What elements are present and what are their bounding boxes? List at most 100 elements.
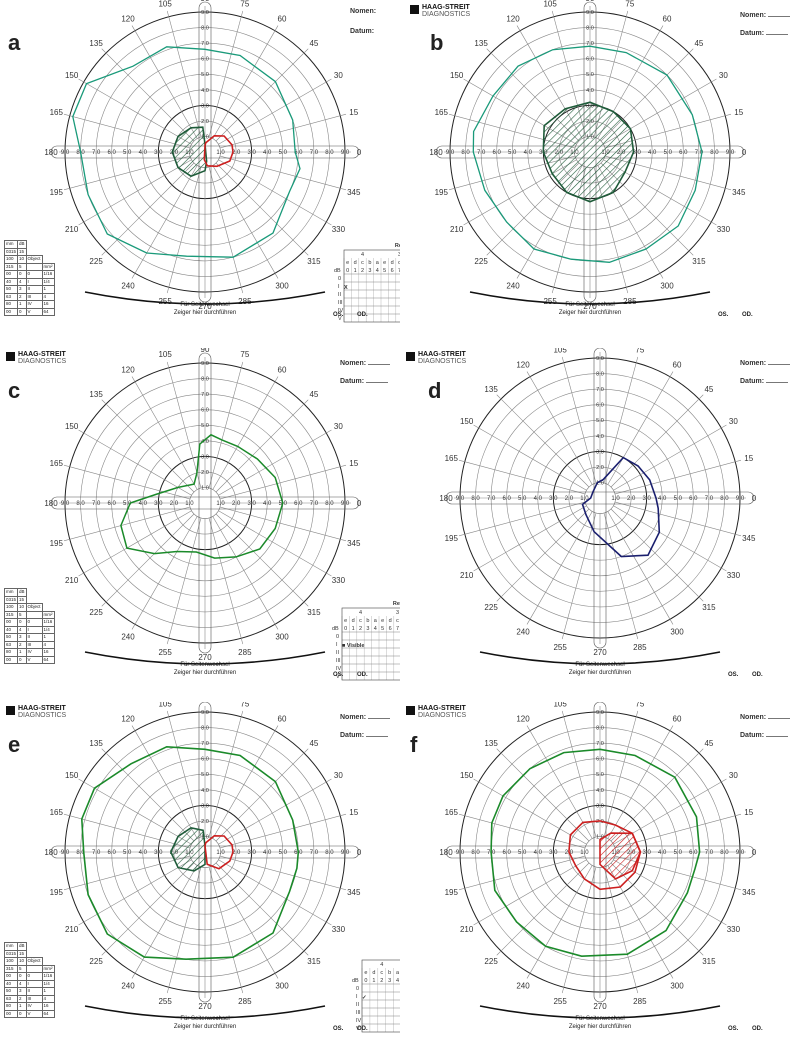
degree-label: 270: [198, 302, 212, 311]
radial-label: 8.0: [201, 377, 209, 383]
grid-meridian: [526, 865, 593, 979]
grid-meridian: [219, 155, 347, 191]
rel-number: 0: [346, 268, 349, 274]
grid-meridian: [473, 424, 587, 491]
radial-label: 4.0: [201, 439, 209, 445]
relative-intensity-grid: Relat. Intens.4321e0d1c2b3a4e5d6c7b8a9e1…: [352, 959, 400, 1033]
degree-label: 315: [692, 257, 706, 266]
side-change-label: Zeiger hier durchführen: [559, 310, 621, 316]
rel-number: 4: [396, 978, 399, 984]
grid-meridian: [613, 424, 727, 491]
brand-logo: [406, 706, 415, 715]
grid-meridian: [607, 511, 674, 625]
rel-title: Relat. Intens.: [395, 243, 400, 249]
rel-mark: ✓: [362, 995, 367, 1001]
grid-meridian: [166, 10, 202, 138]
degree-label: 255: [158, 997, 172, 1006]
isopter-teal: [72, 46, 301, 258]
radial-label: 4.0: [648, 150, 657, 156]
degree-label: 165: [50, 459, 64, 468]
degree-label: 270: [593, 648, 607, 657]
radial-label: 8.0: [76, 850, 85, 856]
degree-label: 225: [484, 603, 498, 612]
radial-label: 2.0: [596, 819, 604, 825]
degree-label: 135: [89, 739, 103, 748]
degree-label: 30: [334, 771, 343, 780]
radial-label: 4.0: [534, 496, 543, 502]
degree-label: 210: [460, 571, 474, 580]
radial-label: 7.0: [201, 41, 209, 47]
grid-meridian: [63, 113, 191, 149]
radial-label: 2.0: [232, 501, 241, 507]
rel-group: 4: [380, 962, 383, 968]
datum-field: Datum:: [740, 30, 789, 37]
grid-meridian: [607, 725, 674, 839]
grid-meridian: [561, 710, 597, 838]
rel-row-label: 0: [338, 276, 341, 282]
grid-meridian: [496, 862, 590, 956]
scotoma-green: [171, 126, 208, 178]
nomen-field: Nomen:: [740, 360, 791, 367]
degree-label: 330: [727, 925, 741, 934]
radial-label: 8.0: [471, 850, 480, 856]
degree-label: 150: [460, 417, 474, 426]
radial-label: 3.0: [549, 496, 558, 502]
degree-label: 75: [240, 702, 249, 708]
degree-label: 345: [347, 539, 361, 548]
rel-row-label: V: [336, 674, 340, 680]
radial-label: 5.0: [508, 150, 517, 156]
isopter-green: [80, 745, 300, 961]
rel-number: 5: [381, 626, 384, 632]
rel-letter: b: [368, 260, 371, 266]
side-change-arrow: [469, 291, 711, 305]
datum-field: Datum:: [740, 378, 789, 385]
radial-label: 7.0: [705, 850, 714, 856]
degree-label: 330: [332, 225, 346, 234]
rel-letter: a: [396, 970, 400, 976]
radial-label: 1.0: [580, 496, 589, 502]
radial-label: 8.0: [325, 850, 334, 856]
degree-label: 270: [593, 1002, 607, 1011]
radial-label: 7.0: [596, 387, 604, 393]
grid-meridian: [458, 813, 586, 849]
panel-letter: b: [430, 30, 444, 55]
radial-label: 8.0: [596, 372, 604, 378]
perimetry-chart-b: 90 75 60 45 30 150 345 330 315 300 285 270 255 240 225…: [429, 0, 753, 318]
degree-label: 195: [50, 188, 64, 197]
grid-meridian: [131, 516, 198, 630]
radial-label: 3.0: [596, 449, 604, 455]
degree-label: 300: [275, 281, 289, 290]
degree-label: 120: [121, 15, 135, 24]
grid-meridian: [496, 748, 590, 842]
radial-label: 7.0: [695, 150, 704, 156]
brand-name: HAAG-STREIT DIAGNOSTICS: [418, 351, 467, 365]
mm-row: 00 0 0 1/16: [3, 972, 55, 981]
degree-label: 255: [158, 648, 172, 657]
isopter-red: [203, 134, 234, 168]
rel-group: 4: [361, 252, 364, 258]
degree-label: 30: [719, 71, 728, 80]
side-change-label: Für Seitenwechsel: [565, 302, 614, 308]
degree-label: 285: [238, 648, 252, 657]
radial-label: 3.0: [247, 850, 256, 856]
mm-row: 100 10 Object: [3, 255, 43, 264]
rel-number: 7: [396, 626, 399, 632]
panel-letter: d: [428, 378, 442, 403]
rel-letter: c: [359, 618, 362, 624]
radial-label: 7.0: [201, 741, 209, 747]
grid-meridian: [212, 376, 279, 490]
radial-label: 2.0: [201, 470, 209, 476]
side-change-label: Zeiger hier durchführen: [569, 1024, 631, 1030]
radial-label: 8.0: [325, 150, 334, 156]
grid-meridian: [131, 865, 198, 979]
degree-label: 90: [201, 348, 210, 354]
radial-label: 9.0: [726, 150, 735, 156]
radial-label: 5.0: [596, 772, 604, 778]
radial-label: 2.0: [565, 496, 574, 502]
radial-label: 6.0: [586, 57, 594, 63]
mm-row: 50 3 II 1: [3, 633, 55, 642]
grid-meridian: [166, 361, 202, 489]
radial-label: 2.0: [232, 150, 241, 156]
grid-meridian: [208, 361, 244, 489]
radial-label: 3.0: [154, 501, 163, 507]
